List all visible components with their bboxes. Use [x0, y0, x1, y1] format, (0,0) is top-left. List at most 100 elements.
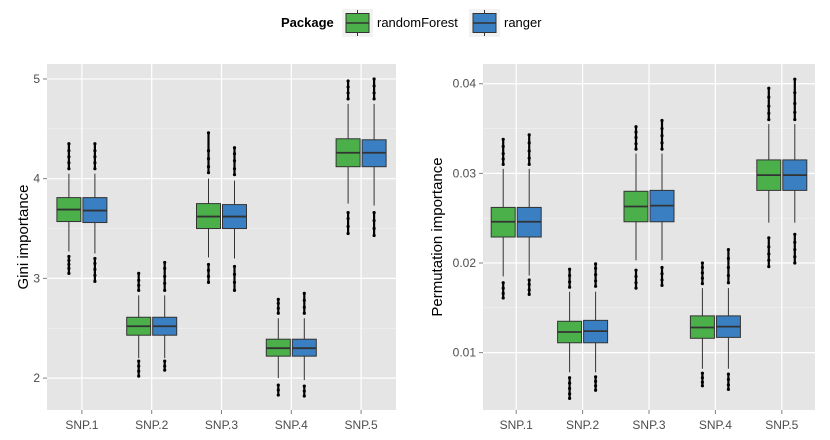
y-tick-label: 3: [33, 271, 40, 285]
outlier-point: [793, 91, 797, 95]
outlier-point: [302, 394, 306, 398]
outlier-point: [767, 258, 771, 262]
legend-item-ranger[interactable]: ranger: [469, 9, 542, 37]
y-tick-label: 2: [33, 371, 40, 385]
x-tick-label: SNP.4: [699, 418, 732, 432]
outlier-point: [660, 283, 664, 288]
outlier-point: [793, 77, 797, 81]
outlier-point: [501, 162, 505, 166]
outlier-point: [302, 384, 306, 388]
outlier-point: [527, 162, 531, 166]
x-tick-label: SNP.5: [765, 418, 798, 432]
outlier-point: [793, 232, 797, 236]
outlier-point: [302, 389, 306, 393]
boxplot-randomforest-snp1: [56, 142, 82, 275]
outlier-point: [634, 268, 638, 272]
outlier-point: [346, 216, 350, 221]
boxplot-randomforest-snp3: [196, 131, 221, 284]
outlier-point: [206, 131, 211, 135]
outlier-point: [163, 260, 167, 265]
outlier-point: [93, 149, 97, 153]
outlier-point: [767, 264, 771, 269]
boxplot-ranger-snp4: [715, 247, 741, 391]
x-tick-label: SNP.1: [65, 418, 98, 432]
outlier-point: [232, 152, 237, 156]
outlier-point: [793, 110, 797, 115]
permutation-importance-panel: 0.01 0.02 0.03 0.04 SNP.1 SNP.2 SNP.3 SNP.4 SNP.…: [429, 64, 815, 432]
outlier-point: [67, 149, 71, 153]
outlier-point: [93, 267, 97, 272]
outlier-point: [594, 273, 598, 277]
outlier-point: [634, 147, 638, 151]
boxplot-ranger-snp4: [291, 291, 317, 398]
outlier-point: [767, 95, 771, 99]
outlier-point: [346, 224, 350, 229]
outlier-point: [660, 265, 664, 270]
outlier-point: [634, 274, 638, 279]
outlier-point: [660, 118, 664, 123]
legend-item-randomforest[interactable]: randomForest: [342, 9, 458, 37]
outlier-point: [568, 386, 572, 391]
outlier-point: [93, 142, 97, 146]
outlier-point: [501, 296, 505, 300]
outlier-point: [634, 135, 638, 140]
outlier-point: [793, 247, 797, 252]
outlier-point: [767, 236, 771, 240]
outlier-point: [767, 117, 771, 122]
outlier-point: [501, 137, 505, 141]
boxplot-ranger-snp1: [516, 133, 542, 296]
boxplot-randomforest-snp2: [557, 267, 583, 400]
boxplot-randomforest-snp3: [623, 125, 649, 290]
outlier-point: [793, 117, 797, 122]
outlier-point: [568, 273, 572, 278]
boxplot-ranger-snp5: [361, 77, 387, 238]
outlier-point: [372, 210, 376, 215]
outlier-point: [93, 161, 97, 165]
outlier-point: [137, 359, 141, 363]
outlier-point: [527, 278, 531, 282]
outlier-point: [137, 288, 141, 292]
outlier-point: [232, 159, 237, 163]
boxplot-randomforest-snp5: [756, 86, 782, 269]
boxplot-ranger-snp1: [82, 142, 108, 283]
outlier-point: [700, 276, 705, 280]
outlier-point: [793, 240, 797, 244]
outlier-point: [501, 144, 505, 149]
outlier-point: [232, 280, 237, 284]
outlier-point: [232, 272, 237, 276]
x-tick-label: SNP.4: [275, 418, 308, 432]
outlier-point: [67, 142, 71, 146]
outlier-point: [568, 392, 572, 396]
outlier-point: [594, 279, 598, 283]
outlier-point: [93, 279, 97, 283]
outlier-point: [501, 157, 505, 161]
outlier-point: [594, 384, 598, 388]
outlier-point: [206, 157, 211, 161]
y-tick-label: 0.03: [453, 166, 477, 180]
boxplot-ranger-snp2: [152, 260, 178, 372]
outlier-point: [93, 167, 97, 171]
outlier-point: [206, 280, 211, 284]
outlier-point: [276, 297, 280, 301]
boxplot-randomforest-snp1: [490, 137, 516, 300]
y-tick-label: 4: [33, 172, 40, 186]
boxplot-randomforest-snp4: [265, 297, 291, 397]
outlier-point: [634, 125, 638, 129]
outlier-point: [700, 261, 705, 265]
outlier-point: [93, 256, 97, 261]
outlier-point: [137, 283, 141, 287]
boxplot-randomforest-snp4: [689, 261, 715, 388]
outlier-point: [726, 265, 731, 270]
outlier-point: [93, 155, 97, 159]
outlier-point: [276, 301, 280, 305]
outlier-point: [93, 273, 97, 277]
outlier-point: [276, 311, 280, 315]
outlier-point: [660, 278, 664, 282]
outlier-point: [372, 233, 376, 238]
outlier-point: [726, 256, 731, 261]
outlier-point: [700, 265, 705, 270]
outlier-point: [726, 383, 731, 387]
outlier-point: [767, 111, 771, 115]
outlier-point: [726, 273, 731, 278]
y-axis-title: Gini importance: [15, 184, 32, 289]
